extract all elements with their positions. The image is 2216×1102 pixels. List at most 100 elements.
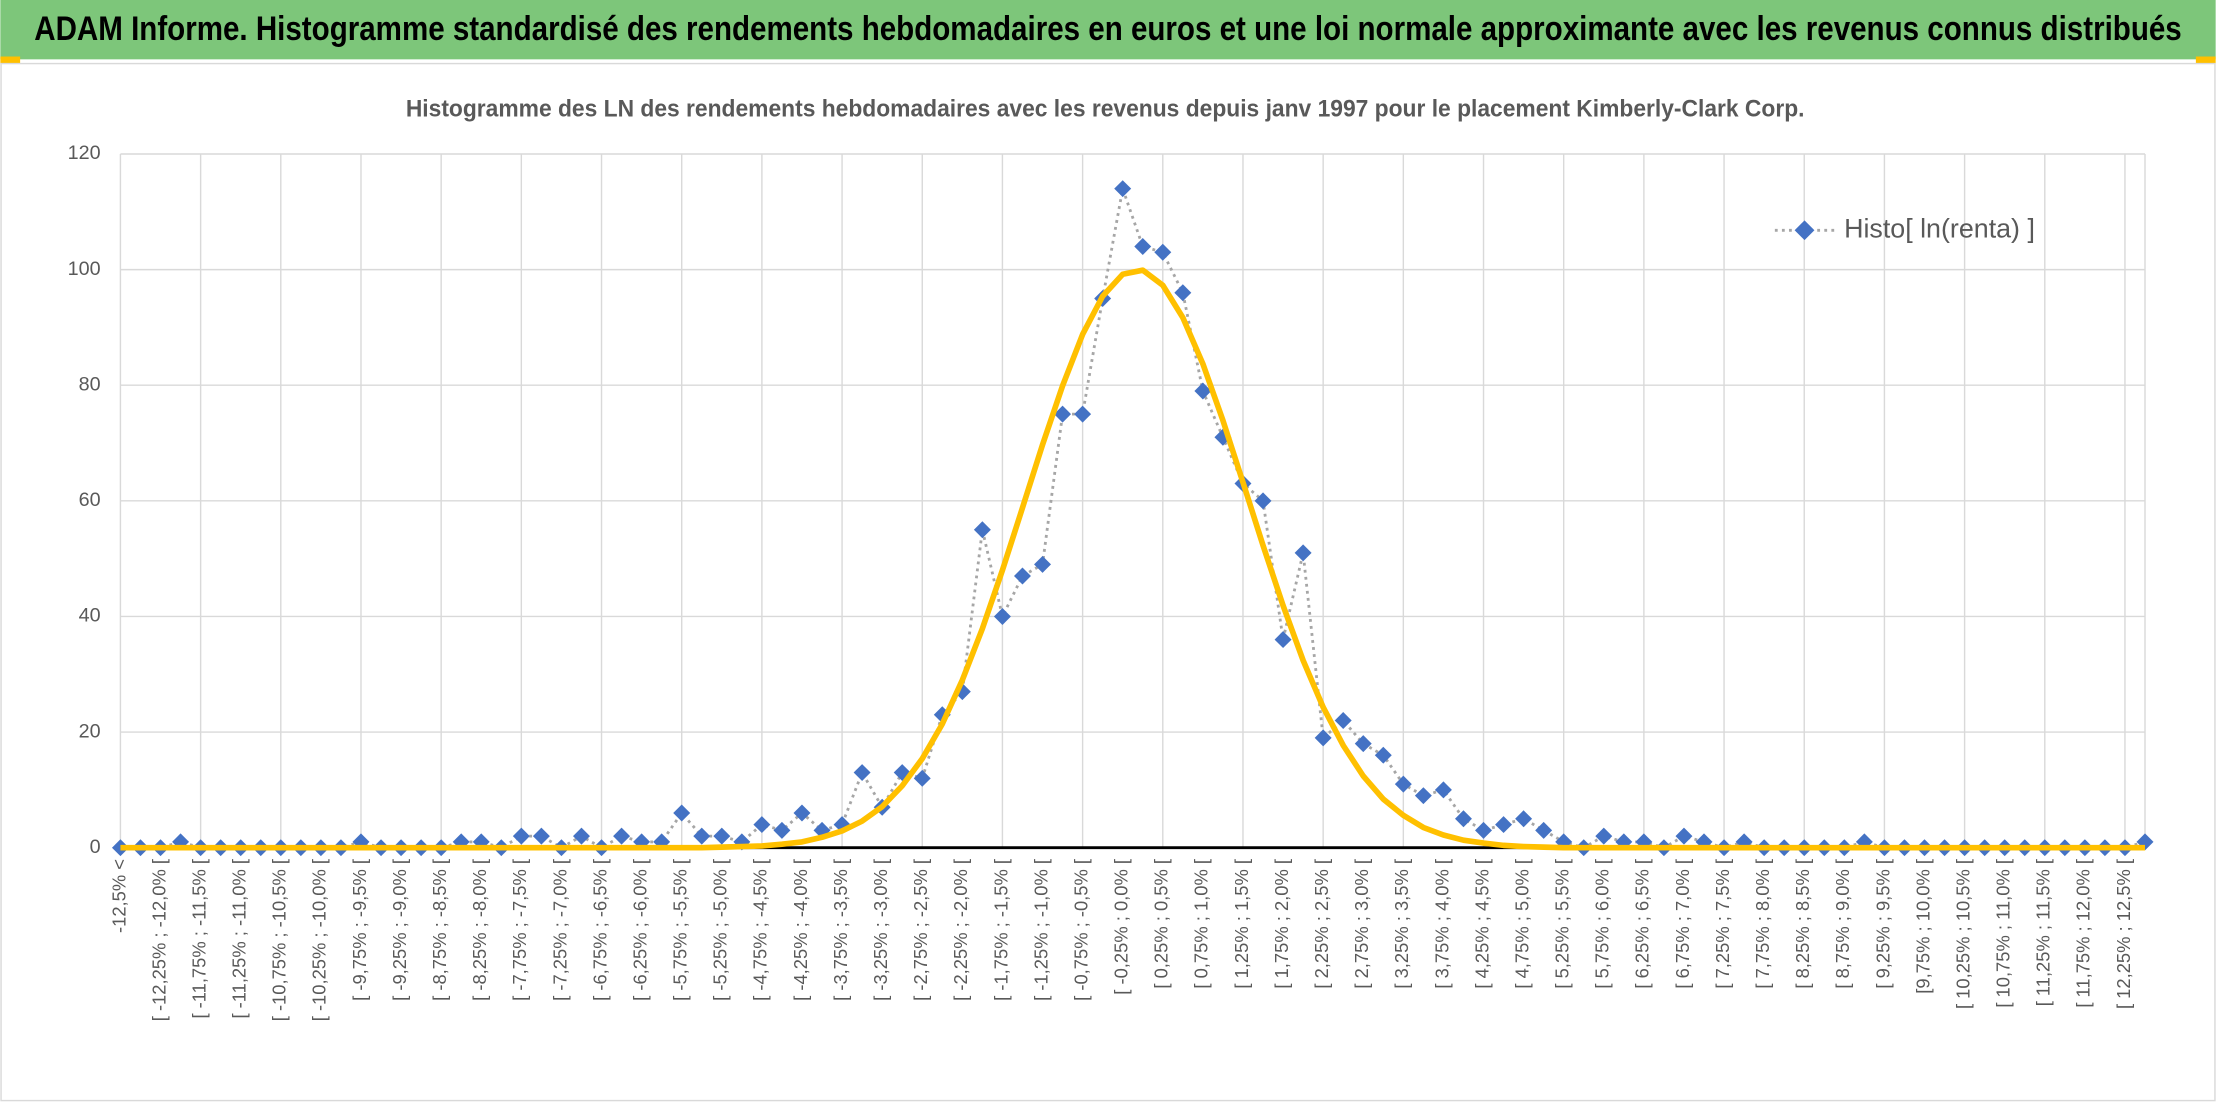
data-point [1013, 567, 1031, 585]
x-tick-label: -12,5% < [108, 859, 129, 933]
data-point [532, 827, 550, 845]
data-point [913, 769, 931, 787]
data-point [1174, 284, 1192, 302]
corner-mark [0, 56, 21, 64]
x-tick-label: [ -1,25% ; -1,0% [ [1030, 859, 1051, 1001]
x-tick-label: [ 8,25% ; 8,5% [ [1792, 859, 1813, 989]
x-tick-label: [ 1,75% ; 2,0% [ [1271, 859, 1292, 989]
data-point [1074, 405, 1092, 423]
data-point [1114, 180, 1132, 198]
data-point [1414, 787, 1432, 805]
data-point [753, 816, 771, 834]
x-tick-label: [ -2,25% ; -2,0% [ [950, 859, 971, 1001]
x-tick-label: [ 1,25% ; 1,5% [ [1231, 859, 1252, 989]
x-tick-label: [ 8,75% ; 9,0% [ [1832, 859, 1853, 989]
x-tick-label: [ 4,25% ; 4,5% [ [1471, 859, 1492, 989]
data-point [673, 804, 691, 822]
x-tick-label: [ 5,75% ; 6,0% [ [1592, 859, 1613, 989]
data-point [993, 607, 1011, 625]
legend-marker [1794, 220, 1815, 241]
x-tick-label: [ 7,75% ; 8,0% [ [1752, 859, 1773, 989]
x-tick-label: [ 10,25% ; 10,5% [ [1952, 859, 1973, 1009]
chart-frame [0, 62, 2216, 1102]
x-tick-label: [ -11,75% ; -11,5% [ [188, 859, 209, 1019]
x-tick-label: [ -9,25% ; -9,0% [ [389, 859, 410, 1001]
x-tick-label: [ -5,25% ; -5,0% [ [710, 859, 731, 1001]
data-point [1034, 555, 1051, 573]
x-tick-label: [ -9,75% ; -9,5% [ [349, 859, 370, 1001]
x-tick-label: [ 2,75% ; 3,0% [ [1351, 859, 1372, 989]
data-point [1595, 827, 1613, 845]
data-point [1334, 712, 1352, 729]
data-point [1134, 238, 1152, 255]
x-tick-label: [ 0,75% ; 1,0% [ [1191, 859, 1212, 989]
y-tick-label: 100 [68, 258, 101, 280]
x-tick-label: [9,75% ; 10,0% [ [1912, 859, 1933, 994]
data-point [973, 521, 991, 539]
y-tick-label: 60 [79, 489, 101, 511]
x-tick-label: [ -1,75% ; -1,5% [ [990, 859, 1011, 1001]
x-tick-label: [ -4,25% ; -4,0% [ [790, 859, 811, 1001]
data-point [773, 821, 791, 839]
x-tick-label: [ 2,25% ; 2,5% [ [1311, 859, 1332, 989]
data-point [853, 764, 871, 782]
data-point [1314, 729, 1332, 747]
series-line [120, 267, 2146, 851]
chart-title: Histogramme des LN des rendements hebdom… [406, 96, 1805, 123]
x-tick-label: [ 6,75% ; 7,0% [ [1672, 859, 1693, 989]
x-tick-label: [ 10,75% ; 11,0% [ [1993, 859, 2014, 1008]
x-tick-label: [ -6,25% ; -6,0% [ [629, 859, 650, 1001]
data-point [1374, 746, 1392, 764]
x-tick-label: [ -10,25% ; -10,0% [ [309, 859, 330, 1021]
data-point [1054, 405, 1072, 423]
corner-mark [2195, 56, 2216, 64]
x-tick-label: [ -10,75% ; -10,5% [ [269, 859, 290, 1021]
data-point [512, 827, 530, 845]
y-tick-label: 40 [79, 605, 101, 627]
x-tick-label: [ -11,25% ; -11,0% [ [229, 859, 250, 1019]
y-tick-label: 20 [79, 720, 101, 742]
x-tick-label: [ -2,75% ; -2,5% [ [910, 859, 931, 1001]
x-tick-label: [ 12,25% ; 12,5% [ [2113, 859, 2134, 1009]
x-tick-label: [ -3,25% ; -3,0% [ [870, 859, 891, 1001]
data-point [1274, 631, 1292, 649]
x-tick-label: [ -7,25% ; -7,0% [ [549, 859, 570, 1001]
x-tick-label: [ -4,75% ; -4,5% [ [750, 859, 771, 1001]
x-tick-label: [ 3,75% ; 4,0% [ [1431, 859, 1452, 989]
x-tick-label: [ -7,75% ; -7,5% [ [509, 859, 530, 1001]
x-tick-label: [ 11,25% ; 11,5% [ [2033, 859, 2054, 1006]
legend-box [1695, 183, 2113, 325]
x-tick-label: [ -0,25% ; 0,0% [ [1111, 859, 1132, 995]
data-point [793, 804, 811, 822]
data-point [1454, 810, 1472, 828]
data-point [1515, 810, 1533, 828]
x-tick-label: [ 0,25% ; 0,5% [ [1151, 859, 1172, 989]
x-tick-label: [ 7,25% ; 7,5% [ [1712, 859, 1733, 989]
legend-label: Histo[ ln(renta) ] [1844, 213, 2035, 243]
x-tick-label: [ 6,25% ; 6,5% [ [1632, 859, 1653, 989]
y-tick-label: 120 [68, 142, 101, 164]
data-point [693, 827, 711, 845]
x-tick-label: [ 9,25% ; 9,5% [ [1872, 859, 1893, 989]
x-tick-label: [ -3,75% ; -3,5% [ [830, 859, 851, 1001]
x-tick-label: [ -5,75% ; -5,5% [ [670, 859, 691, 1001]
data-point [1434, 781, 1452, 799]
y-tick-label: 0 [90, 836, 101, 858]
data-point [1354, 735, 1372, 753]
x-tick-label: [ -0,75% ; -0,5% [ [1070, 859, 1091, 1001]
y-tick-label: 80 [79, 373, 101, 395]
x-tick-label: [ 4,75% ; 5,0% [ [1511, 859, 1532, 989]
data-point [573, 827, 590, 845]
data-point [1675, 827, 1693, 845]
x-tick-label: [ 11,75% ; 12,0% [ [2073, 859, 2094, 1008]
data-point [613, 827, 631, 845]
x-tick-label: [ -6,75% ; -6,5% [ [589, 859, 610, 1001]
page-title: ADAM Informe. Histogramme standardisé de… [34, 10, 2181, 48]
header-bar [0, 0, 2216, 60]
x-tick-label: [ 3,25% ; 3,5% [ [1391, 859, 1412, 989]
x-tick-label: [ -12,25% ; -12,0% [ [148, 859, 169, 1021]
data-point [713, 827, 731, 845]
x-tick-label: [ -8,75% ; -8,5% [ [429, 859, 450, 1001]
data-point [1194, 382, 1212, 400]
